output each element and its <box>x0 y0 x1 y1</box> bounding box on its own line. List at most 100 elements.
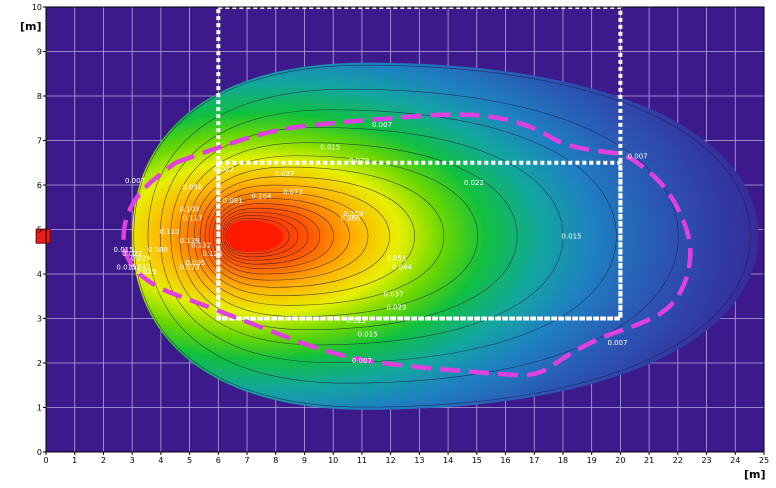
x-tick-label: 15 <box>472 456 482 465</box>
x-tick-label: 17 <box>529 456 539 465</box>
contour-label: 0.029 <box>136 268 156 276</box>
contour-label: 0.095 <box>185 259 205 267</box>
x-tick-label: 14 <box>443 456 453 465</box>
contour-label: 0.022 <box>122 250 142 258</box>
measurement-regions <box>216 5 623 321</box>
x-tick-label: 18 <box>558 456 568 465</box>
y-tick-label: 2 <box>37 359 42 368</box>
y-tick-label: 10 <box>32 3 42 12</box>
contour-labels: 0.007 0.007 0.007 0.007 0.007 0.015 0.015 0.015… <box>114 121 648 365</box>
contour-label: 0.066 <box>340 215 361 223</box>
boundary-group <box>121 112 693 378</box>
x-tick-label: 19 <box>587 456 597 465</box>
x-tick-label: 24 <box>730 456 740 465</box>
x-tick-label: 8 <box>273 456 278 465</box>
x-tick-label: 2 <box>101 456 106 465</box>
contour-label: 0.264 <box>251 192 272 200</box>
contour-label: 0.073 <box>283 188 303 196</box>
contour-label: 0.058 <box>182 183 202 191</box>
contour-label: 0.139 <box>180 237 200 245</box>
contour-label: 0.110 <box>159 228 179 236</box>
x-tick-label: 0 <box>43 456 48 465</box>
y-tick-label: 6 <box>37 181 42 190</box>
y-tick-label: 8 <box>37 92 42 101</box>
contour-label: 0.044 <box>392 264 413 272</box>
contour-label: 0.051 <box>386 255 406 263</box>
y-tick-label: 4 <box>37 270 42 279</box>
x-tick-label: 3 <box>130 456 135 465</box>
contour-line <box>215 203 334 270</box>
contour-line <box>222 215 299 258</box>
axes: 0 1 2 3 4 5 6 7 8 9 10 11 12 13 14 15 16 17 18 19 20 21 22 23 24… <box>32 3 769 465</box>
contour-line <box>220 211 309 261</box>
contour-line <box>199 176 415 296</box>
contour-label: 0.022 <box>464 179 484 187</box>
contour-label: 0.015 <box>562 232 582 240</box>
x-tick-label: 22 <box>673 456 683 465</box>
contour-label: 0.022 <box>346 317 366 325</box>
y-tick-label: 3 <box>37 315 42 324</box>
contour-label: 0.007 <box>125 177 145 185</box>
contour-label: 0.015 <box>116 264 136 272</box>
contour-line <box>194 166 445 306</box>
contour-label: 0.037 <box>131 264 151 272</box>
x-tick-label: 20 <box>615 456 625 465</box>
measurement-region <box>216 160 623 321</box>
x-tick-label: 25 <box>759 456 769 465</box>
contour-label: 0.007 <box>352 357 372 365</box>
x-tick-label: 7 <box>244 456 249 465</box>
contour-label: 0.029 <box>386 304 406 312</box>
x-tick-label: 9 <box>302 456 307 465</box>
y-tick-label: 1 <box>37 404 42 413</box>
contour-label: 0.037 <box>274 170 294 178</box>
x-tick-label: 6 <box>216 456 221 465</box>
contour-label: 0.088 <box>148 246 168 254</box>
contour-label: 0.015 <box>358 330 378 338</box>
x-tick-label: 23 <box>701 456 711 465</box>
contour-label: 0.007 <box>608 339 628 347</box>
contour-line <box>187 155 479 317</box>
contour-lines <box>133 64 751 408</box>
contour-line <box>212 198 350 275</box>
y-tick-label: 9 <box>37 48 42 57</box>
contour-line <box>159 109 617 363</box>
contour-label: 0.029 <box>349 157 369 165</box>
y-tick-label: 7 <box>37 137 42 146</box>
x-axis-label: [m] <box>744 468 766 481</box>
contour-line <box>170 127 564 346</box>
contour-line <box>209 191 369 281</box>
y-tick-label: 0 <box>37 448 42 457</box>
boundary-line <box>121 112 693 378</box>
contour-line <box>224 218 290 255</box>
contour-label: 0.073 <box>180 264 200 272</box>
contour-line <box>204 184 390 288</box>
contour-label: 0.125 <box>203 250 223 258</box>
contour-label: 0.015 <box>114 246 134 254</box>
y-tick-label: 5 <box>37 226 42 235</box>
contour-label: 0.029 <box>131 255 151 263</box>
contour-line <box>147 88 679 384</box>
x-tick-label: 16 <box>500 456 510 465</box>
x-tick-label: 13 <box>414 456 424 465</box>
x-tick-label: 4 <box>158 456 163 465</box>
plume-peak <box>226 220 283 252</box>
contour-label: 0.022 <box>214 166 234 174</box>
contour-label: 0.015 <box>320 143 340 151</box>
contour-label: 0.007 <box>628 152 648 160</box>
contour-label: 0.037 <box>383 290 403 298</box>
x-tick-label: 12 <box>386 456 396 465</box>
contour-line <box>218 207 321 265</box>
x-tick-label: 11 <box>357 456 367 465</box>
x-tick-label: 21 <box>644 456 654 465</box>
contour-label: 0.007 <box>372 121 392 129</box>
contour-label: 0.132 <box>191 241 211 249</box>
contour-label: 0.259 <box>343 210 363 218</box>
contour-label: 0.081 <box>223 197 243 205</box>
x-tick-label: 1 <box>72 456 77 465</box>
contour-label: 0.103 <box>180 206 200 214</box>
x-tick-label: 5 <box>187 456 192 465</box>
contour-label: 0.117 <box>182 215 202 223</box>
y-axis-label: [m] <box>20 20 42 33</box>
